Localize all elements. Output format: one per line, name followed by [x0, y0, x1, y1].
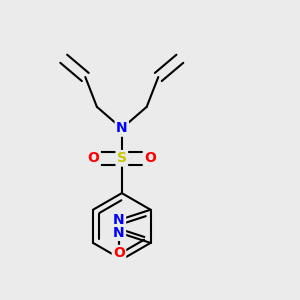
Text: O: O: [88, 151, 100, 165]
Text: O: O: [113, 246, 125, 260]
Text: S: S: [117, 151, 127, 165]
Text: N: N: [116, 122, 128, 135]
Text: O: O: [144, 151, 156, 165]
Text: N: N: [113, 213, 125, 227]
Text: N: N: [113, 226, 125, 240]
